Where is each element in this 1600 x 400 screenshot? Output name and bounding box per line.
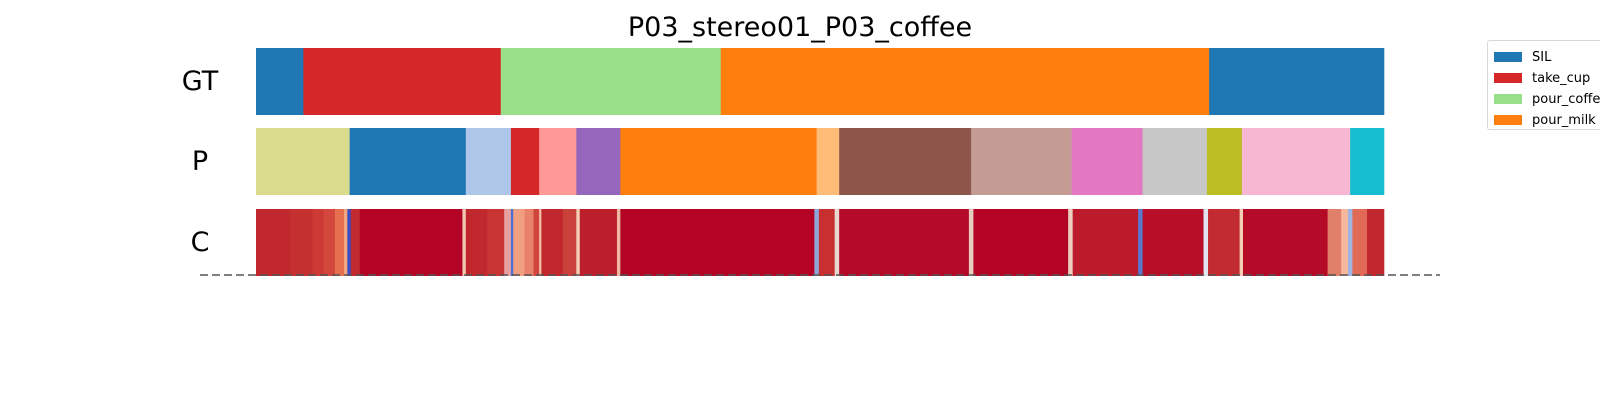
confidence-stripe [334,209,345,276]
confidence-stripe [510,209,514,276]
confidence-stripe [576,209,581,276]
segment-bar [1350,128,1385,195]
legend-label: pour_milk [1532,112,1596,128]
legend-item: pour_milk [1494,110,1596,130]
confidence-stripe [818,209,835,276]
confidence-stripe [539,209,542,276]
confidence-stripe [1072,209,1139,276]
confidence-stripe [839,209,970,276]
confidence-stripe [359,209,463,276]
confidence-stripe [1203,209,1209,276]
confidence-stripe [1352,209,1368,276]
segment-bar [1241,128,1351,195]
legend-label: pour_coffee [1532,91,1600,107]
confidence-stripe [1347,209,1353,276]
confidence-stripe [968,209,974,276]
confidence-stripe [620,209,815,276]
confidence-stripe [256,209,291,276]
segment-bar [500,48,722,115]
segment-bar [816,128,840,195]
row-gt: GT [182,48,1385,115]
legend-swatch [1494,73,1522,83]
segment-bar [1071,128,1143,195]
legend-item: take_cup [1494,68,1590,88]
legend-label: take_cup [1532,70,1591,86]
row-c: C [191,209,1385,276]
legend-label: SIL [1532,49,1552,65]
confidence-stripe [312,209,324,276]
legend-swatch [1494,94,1522,104]
confidence-stripe [1341,209,1349,276]
segment-bar [576,128,621,195]
segment-bar [539,128,577,195]
chart-title: P03_stereo01_P03_coffee [627,12,973,43]
segment-bar [839,128,972,195]
confidence-stripe [513,209,525,276]
row-p: P [192,128,1385,195]
confidence-stripe [616,209,621,276]
row-label: P [192,146,208,177]
legend-item: SIL [1494,47,1551,67]
confidence-stripe [323,209,336,276]
confidence-stripe [465,209,488,276]
confidence-stripe [579,209,618,276]
legend-item: pour_coffee [1494,89,1600,109]
rows-layer: GT P C [182,48,1385,276]
legend: SIL take_cup pour_coffee pour_milk [1487,40,1600,130]
confidence-stripe [814,209,820,276]
segment-bar [256,48,304,115]
segment-bar [349,128,467,195]
confidence-stripe [524,209,534,276]
confidence-stripe [504,209,512,276]
segment-bar [1142,128,1208,195]
confidence-stripe [834,209,840,276]
segment-bar [510,128,540,195]
confidence-stripe [1327,209,1342,276]
confidence-stripe [1068,209,1073,276]
segment-bar [1206,128,1243,195]
row-label: GT [182,66,219,97]
confidence-stripe [562,209,577,276]
segment-bar [1209,48,1385,115]
segment-bar [256,128,350,195]
confidence-stripe [462,209,467,276]
confidence-stripe [1142,209,1204,276]
confidence-stripe [289,209,313,276]
confidence-stripe [350,209,361,276]
confidence-stripe [1239,209,1244,276]
confidence-stripe [1138,209,1143,276]
confidence-stripe [343,209,348,276]
confidence-stripe [533,209,540,276]
confidence-stripe [1208,209,1240,276]
confidence-stripe [1243,209,1328,276]
segment-bar [720,48,1210,115]
segment-bar [971,128,1072,195]
segment-bar [620,128,817,195]
segment-bar [465,128,512,195]
confidence-stripe [347,209,352,276]
confidence-stripe [487,209,505,276]
legend-swatch [1494,52,1522,62]
confidence-stripe [1367,209,1385,276]
legend-swatch [1494,115,1522,125]
confidence-stripe [973,209,1069,276]
row-label: C [191,227,210,258]
segment-bar [303,48,502,115]
confidence-stripe [541,209,564,276]
